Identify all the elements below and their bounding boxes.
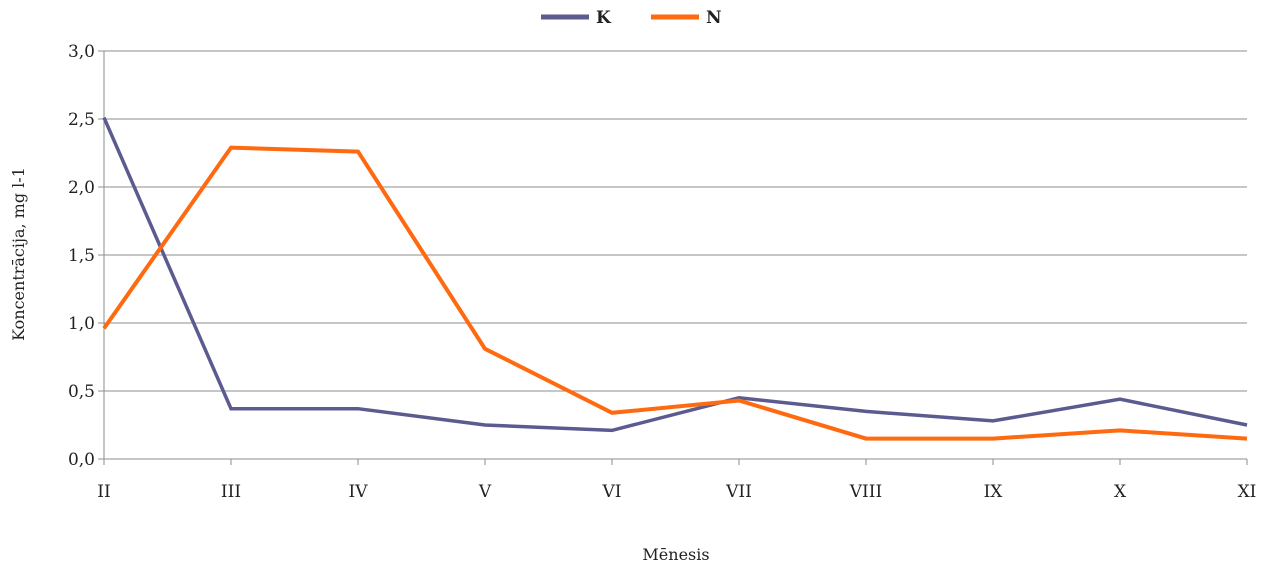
x-tick-label: V bbox=[478, 482, 492, 502]
y-tick-label: 0,0 bbox=[68, 450, 95, 470]
gridlines bbox=[104, 50, 1247, 460]
y-tick-label: 1,0 bbox=[68, 314, 95, 334]
y-tick-label: 0,5 bbox=[68, 382, 95, 402]
x-tick-label: VIII bbox=[849, 482, 882, 502]
y-tick-label: 1,5 bbox=[68, 246, 95, 266]
y-axis-title: Koncentrācija, mg l-1 bbox=[9, 167, 28, 341]
x-axis: II III IV V VI VII VIII IX X XI bbox=[97, 458, 1257, 502]
y-tick-label: 2,5 bbox=[68, 110, 95, 130]
x-tick-label: VII bbox=[725, 482, 752, 502]
x-tick-label: IX bbox=[984, 482, 1004, 502]
legend-label-n: N bbox=[706, 8, 722, 28]
x-tick-label: XI bbox=[1238, 482, 1257, 502]
x-axis-title: Mēnesis bbox=[642, 545, 709, 564]
x-tick-label: II bbox=[97, 482, 110, 502]
x-tick-label: VI bbox=[602, 482, 622, 502]
y-tick-label: 3,0 bbox=[68, 42, 95, 62]
y-tick-label: 2,0 bbox=[68, 178, 95, 198]
series-lines bbox=[102, 116, 1248, 441]
y-axis: 0,0 0,5 1,0 1,5 2,0 2,5 3,0 bbox=[68, 42, 105, 470]
x-tick-label: III bbox=[221, 482, 241, 502]
legend-label-k: K bbox=[596, 8, 612, 28]
series-line-k bbox=[102, 116, 1248, 433]
x-tick-label: X bbox=[1114, 482, 1127, 502]
series-line-n bbox=[102, 145, 1248, 441]
x-tick-label: IV bbox=[349, 482, 369, 502]
